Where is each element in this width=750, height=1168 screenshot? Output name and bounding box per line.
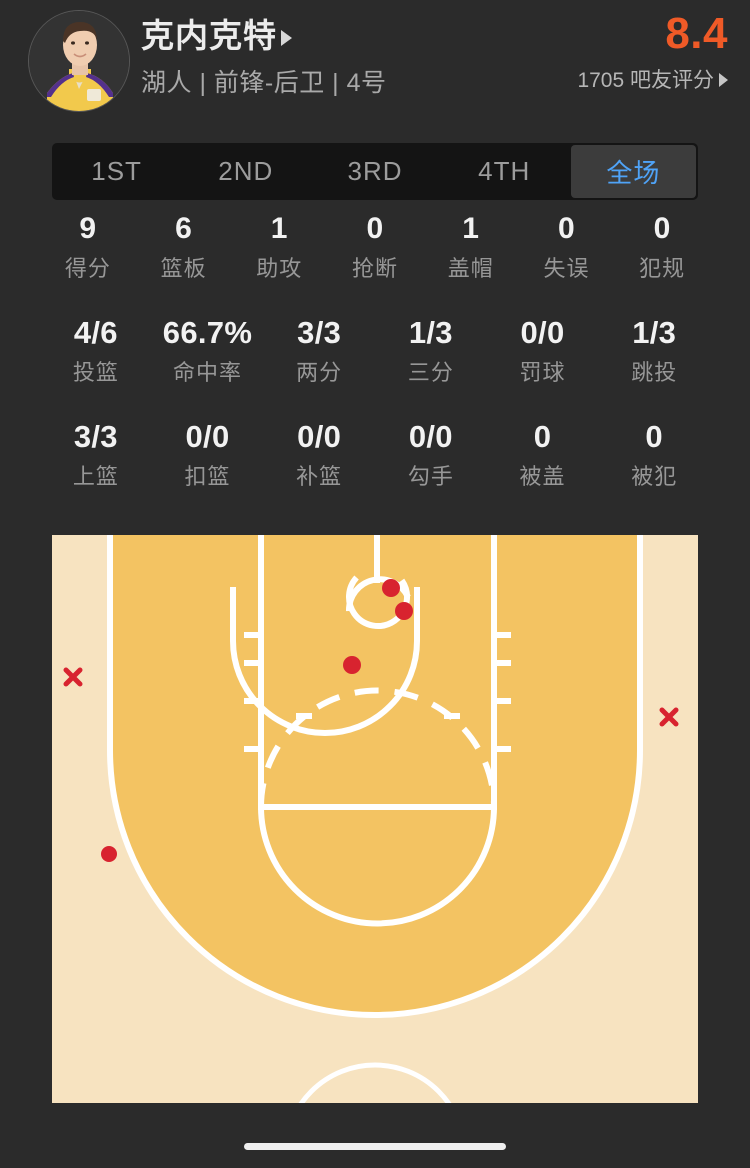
missed-shot-x[interactable] bbox=[659, 707, 679, 727]
stat-label: 跳投 bbox=[631, 360, 678, 385]
home-indicator bbox=[244, 1143, 506, 1150]
tab-1st[interactable]: 1ST bbox=[91, 156, 142, 186]
stat-value: 0 bbox=[645, 419, 663, 454]
chevron-right-icon bbox=[281, 30, 292, 46]
tab-4th[interactable]: 4TH bbox=[478, 156, 531, 186]
shot-chart[interactable] bbox=[52, 535, 698, 1103]
stat-putbacks: 0/0 补篮 bbox=[263, 416, 375, 494]
tab-full-game[interactable]: 全场 bbox=[570, 145, 697, 198]
stat-value: 6 bbox=[175, 212, 193, 245]
page-title: 克内克特 bbox=[141, 17, 277, 54]
stat-label: 补篮 bbox=[296, 464, 343, 489]
stat-value: 3/3 bbox=[297, 315, 342, 350]
player-identity: 克内克特 湖人 | 前锋-后卫 | 4号 bbox=[141, 16, 387, 98]
stat-three-pointers: 1/3 三分 bbox=[375, 312, 487, 390]
stat-value: 0/0 bbox=[185, 419, 230, 454]
tab-3rd[interactable]: 3RD bbox=[347, 156, 403, 186]
stats-section: 9 得分 6 篮板 1 助攻 0 抢断 1 盖帽 0 失误 bbox=[0, 208, 750, 494]
period-tab-bar: 1ST 2ND 3RD 4TH 全场 bbox=[52, 143, 698, 200]
stat-hook-shots: 0/0 勾手 bbox=[375, 416, 487, 494]
stat-label: 两分 bbox=[296, 360, 343, 385]
stat-value: 1 bbox=[270, 212, 288, 245]
player-header: 克内克特 湖人 | 前锋-后卫 | 4号 8.4 1705 吧友评分 bbox=[0, 0, 750, 122]
avatar-photo bbox=[29, 11, 129, 111]
stat-label: 助攻 bbox=[256, 256, 303, 281]
stat-value: 0 bbox=[533, 419, 552, 454]
stat-value: 0/0 bbox=[297, 419, 342, 454]
three-point-line bbox=[107, 535, 643, 1018]
player-meta: 湖人 | 前锋-后卫 | 4号 bbox=[141, 69, 387, 97]
stat-label: 得分 bbox=[64, 256, 111, 281]
stat-label: 抢断 bbox=[352, 256, 399, 281]
free-throw-circle-bottom bbox=[258, 806, 497, 927]
stat-label: 篮板 bbox=[160, 256, 207, 281]
stat-label: 犯规 bbox=[639, 256, 686, 281]
stat-value: 0/0 bbox=[408, 419, 453, 454]
stat-value: 3/3 bbox=[73, 419, 118, 454]
stats-row-shot-types: 3/3 上篮 0/0 扣篮 0/0 补篮 0/0 勾手 0 被盖 0 被犯 bbox=[0, 416, 750, 494]
stat-points: 9 得分 bbox=[40, 208, 136, 286]
stat-label: 被盖 bbox=[519, 464, 566, 489]
stat-fg-percentage: 66.7% 命中率 bbox=[152, 312, 264, 390]
stat-label: 盖帽 bbox=[447, 256, 494, 281]
missed-shot-x[interactable] bbox=[63, 667, 83, 687]
stat-blocks: 1 盖帽 bbox=[423, 208, 519, 286]
stat-dunks: 0/0 扣篮 bbox=[152, 416, 264, 494]
court-diagram bbox=[52, 535, 698, 1103]
stat-shots-blocked: 0 被盖 bbox=[487, 416, 599, 494]
missed-shot-markers bbox=[63, 667, 679, 727]
free-throw-circle-dashed bbox=[258, 687, 497, 808]
stats-row-basic: 9 得分 6 篮板 1 助攻 0 抢断 1 盖帽 0 失误 bbox=[0, 208, 750, 286]
stat-value: 1/3 bbox=[632, 315, 677, 350]
stat-label: 被犯 bbox=[631, 464, 678, 489]
chevron-right-icon bbox=[719, 73, 728, 88]
stat-value: 9 bbox=[79, 212, 97, 245]
stat-jump-shots: 1/3 跳投 bbox=[598, 312, 710, 390]
stat-value: 1 bbox=[462, 212, 480, 245]
stats-row-shooting: 4/6 投篮 66.7% 命中率 3/3 两分 1/3 三分 0/0 罚球 1/… bbox=[0, 312, 750, 390]
restricted-area-arc bbox=[230, 587, 420, 736]
court-floor-inner bbox=[110, 535, 640, 1015]
rating-block[interactable]: 8.4 1705 吧友评分 bbox=[577, 8, 728, 94]
stat-value: 66.7% bbox=[162, 315, 253, 350]
stat-two-pointers: 3/3 两分 bbox=[263, 312, 375, 390]
stat-value: 0 bbox=[557, 212, 575, 245]
center-circle bbox=[298, 1062, 452, 1103]
stat-fouls-drawn: 0 被犯 bbox=[598, 416, 710, 494]
made-shot-dot[interactable] bbox=[343, 656, 361, 674]
rating-label-row[interactable]: 1705 吧友评分 bbox=[577, 68, 728, 94]
made-shot-dot[interactable] bbox=[395, 602, 413, 620]
avatar[interactable] bbox=[28, 10, 130, 112]
stat-label: 勾手 bbox=[407, 464, 454, 489]
stat-rebounds: 6 篮板 bbox=[136, 208, 232, 286]
stat-value: 0 bbox=[653, 212, 671, 245]
stat-value: 0 bbox=[366, 212, 384, 245]
stat-fouls: 0 犯规 bbox=[614, 208, 710, 286]
stat-label: 失误 bbox=[543, 256, 590, 281]
stat-turnovers: 0 失误 bbox=[519, 208, 615, 286]
lane-hash-marks-right bbox=[494, 632, 511, 752]
stat-field-goals: 4/6 投篮 bbox=[40, 312, 152, 390]
tab-2nd[interactable]: 2ND bbox=[218, 156, 274, 186]
stat-label: 投篮 bbox=[72, 360, 119, 385]
stat-value: 1/3 bbox=[408, 315, 453, 350]
stat-value: 4/6 bbox=[73, 315, 118, 350]
rating-label: 1705 吧友评分 bbox=[577, 69, 714, 92]
made-shot-markers bbox=[101, 579, 413, 862]
stat-assists: 1 助攻 bbox=[231, 208, 327, 286]
stat-label: 扣篮 bbox=[184, 464, 231, 489]
stat-label: 三分 bbox=[407, 360, 454, 385]
stat-label: 命中率 bbox=[173, 360, 243, 385]
stat-free-throws: 0/0 罚球 bbox=[487, 312, 599, 390]
stat-label: 罚球 bbox=[519, 360, 566, 385]
made-shot-dot[interactable] bbox=[101, 846, 117, 862]
stat-label: 上篮 bbox=[72, 464, 119, 489]
stat-layups: 3/3 上篮 bbox=[40, 416, 152, 494]
rating-score: 8.4 bbox=[665, 9, 728, 58]
stat-value: 0/0 bbox=[520, 315, 565, 350]
player-name-row[interactable]: 克内克特 bbox=[141, 16, 387, 56]
made-shot-dot[interactable] bbox=[382, 579, 400, 597]
stat-steals: 0 抢断 bbox=[327, 208, 423, 286]
